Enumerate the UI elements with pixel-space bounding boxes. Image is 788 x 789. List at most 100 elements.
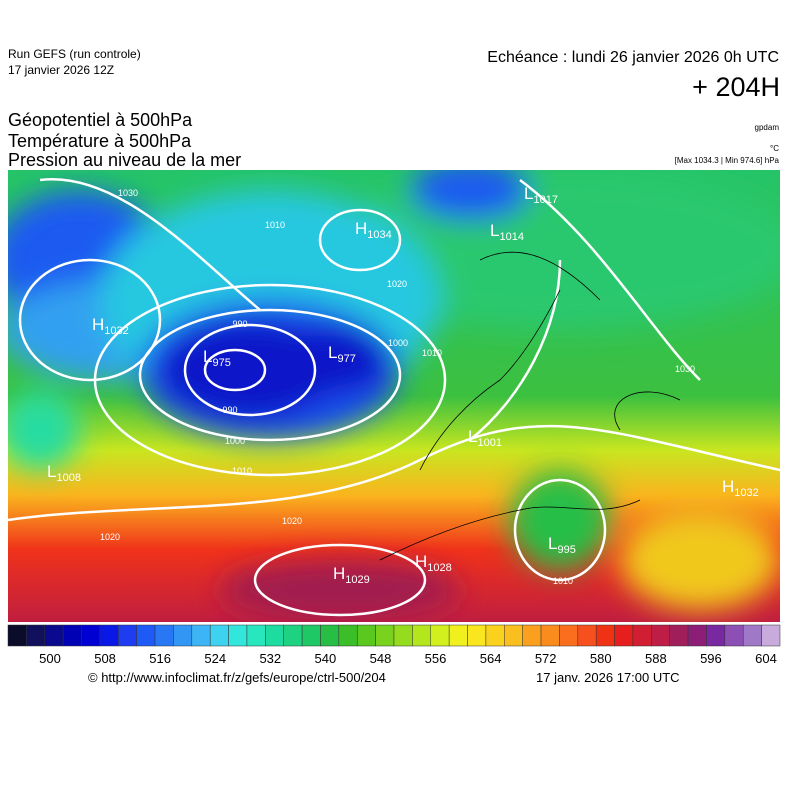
- colorbar-swatch: [26, 624, 46, 647]
- contour-label: 1020: [282, 516, 302, 526]
- contour-label: 1020: [100, 532, 120, 542]
- system-kind: L: [47, 462, 56, 481]
- colorbar-tick-label: 540: [315, 651, 337, 666]
- colorbar-swatch: [246, 624, 266, 647]
- colorbar-swatch: [320, 624, 340, 647]
- system-kind: L: [328, 343, 337, 362]
- pressure-system: H1028: [415, 552, 452, 574]
- colorbar-swatch: [283, 624, 303, 647]
- title: Géopotentiel à 500hPa: [8, 110, 193, 130]
- contour-label: 1010: [553, 576, 573, 586]
- pressure-system: H1032: [722, 477, 759, 499]
- system-kind: H: [92, 315, 104, 334]
- colorbar-swatch: [7, 624, 27, 647]
- contour-label: 1010: [265, 220, 285, 230]
- system-kind: H: [333, 564, 345, 583]
- colorbar-swatch: [44, 624, 64, 647]
- colorbar-tick-label: 508: [94, 651, 116, 666]
- colorbar-tick-label: 524: [204, 651, 226, 666]
- system-kind: H: [415, 552, 427, 571]
- title: Pression au niveau de la mer: [8, 150, 241, 170]
- contour-label: 1000: [388, 338, 408, 348]
- pressure-system: L995: [548, 534, 576, 556]
- pressure-system: L975: [203, 347, 231, 369]
- pressure-range: [Max 1034.3 | Min 974.6] hPa: [675, 156, 780, 165]
- colorbar-swatch: [412, 624, 432, 647]
- system-kind: H: [722, 477, 734, 496]
- pressure-system: L1001: [468, 427, 502, 449]
- system-value: 1032: [104, 325, 128, 337]
- footer-url: © http://www.infoclimat.fr/z/gefs/europe…: [88, 670, 386, 685]
- colorbar-swatch: [559, 624, 579, 647]
- colorbar-tick-label: 580: [590, 651, 612, 666]
- colorbar-swatch: [375, 624, 395, 647]
- colorbar-swatch: [99, 624, 119, 647]
- colorbar-tick-label: 596: [700, 651, 722, 666]
- system-value: 1028: [427, 562, 451, 574]
- unit: °C: [770, 144, 779, 153]
- title: Température à 500hPa: [8, 131, 192, 151]
- colorbar-swatch: [173, 624, 193, 647]
- colorbar-swatch: [485, 624, 505, 647]
- colorbar-swatch: [540, 624, 560, 647]
- contour-label: 1000: [225, 436, 245, 446]
- colorbar-swatch: [595, 624, 615, 647]
- colorbar-swatch: [467, 624, 487, 647]
- colorbar-swatch: [448, 624, 468, 647]
- contour-label: 1030: [118, 188, 138, 198]
- pressure-system: L1008: [47, 462, 81, 484]
- coastlines: [379, 251, 681, 561]
- colorbar-swatch: [338, 624, 358, 647]
- colorbar-swatch: [356, 624, 376, 647]
- system-kind: L: [490, 221, 499, 240]
- contour-label: 1010: [232, 466, 252, 476]
- system-value: 1034: [367, 229, 391, 241]
- system-kind: L: [548, 534, 557, 553]
- system-value: 1032: [734, 487, 758, 499]
- colorbar-tick-label: 500: [39, 651, 61, 666]
- system-kind: L: [524, 184, 533, 203]
- footer-date: 17 janv. 2026 17:00 UTC: [536, 670, 680, 685]
- colorbar-swatch: [724, 624, 744, 647]
- map-labels: H1032L975L977H1034L1017L1014L1001L1008H1…: [47, 184, 759, 586]
- system-kind: H: [355, 219, 367, 238]
- map: H1032L975L977H1034L1017L1014L1001L1008H1…: [8, 170, 780, 622]
- colorbar-tick-label: 564: [480, 651, 502, 666]
- colorbar-swatch: [393, 624, 413, 647]
- contour-label: 1030: [675, 364, 695, 374]
- system-value: 1001: [477, 437, 501, 449]
- pressure-system: L1017: [524, 184, 558, 206]
- colorbar-swatch: [577, 624, 597, 647]
- colorbar-swatch: [209, 624, 229, 647]
- system-value: 977: [337, 353, 355, 365]
- run: Run GEFS (run controle): [8, 47, 141, 61]
- unit: gpdam: [755, 123, 780, 132]
- colorbar-swatch: [706, 624, 726, 647]
- echeance: Echéance : lundi 26 janvier 2026 0h UTC: [487, 49, 779, 66]
- isobars: [8, 177, 780, 617]
- contour-label: 990: [222, 405, 237, 415]
- colorbar-swatch: [522, 624, 542, 647]
- pressure-system: H1034: [355, 219, 392, 241]
- colorbar-swatch: [687, 624, 707, 647]
- system-kind: L: [468, 427, 477, 446]
- colorbar-swatch: [228, 624, 248, 647]
- colorbar-swatch: [614, 624, 634, 647]
- colorbar-tick-label: 604: [755, 651, 777, 666]
- system-value: 1014: [499, 231, 523, 243]
- colorbar-swatch: [430, 624, 450, 647]
- colorbar-tick-label: 572: [535, 651, 557, 666]
- colorbar: 500 508 516 524 532 540 548 556 564 572 580 588 596 6…: [7, 624, 781, 666]
- system-value: 1008: [56, 472, 80, 484]
- colorbar-tick-label: 548: [370, 651, 392, 666]
- pressure-system: L1014: [490, 221, 524, 243]
- colorbar-swatch: [632, 624, 652, 647]
- pressure-system: H1029: [333, 564, 370, 586]
- system-kind: L: [203, 347, 212, 366]
- run-date: 17 janvier 2026 12Z: [8, 63, 114, 77]
- pressure-system: H1032: [92, 315, 129, 337]
- system-value: 1029: [345, 574, 369, 586]
- contour-label: 1020: [387, 279, 407, 289]
- colorbar-swatch: [265, 624, 284, 647]
